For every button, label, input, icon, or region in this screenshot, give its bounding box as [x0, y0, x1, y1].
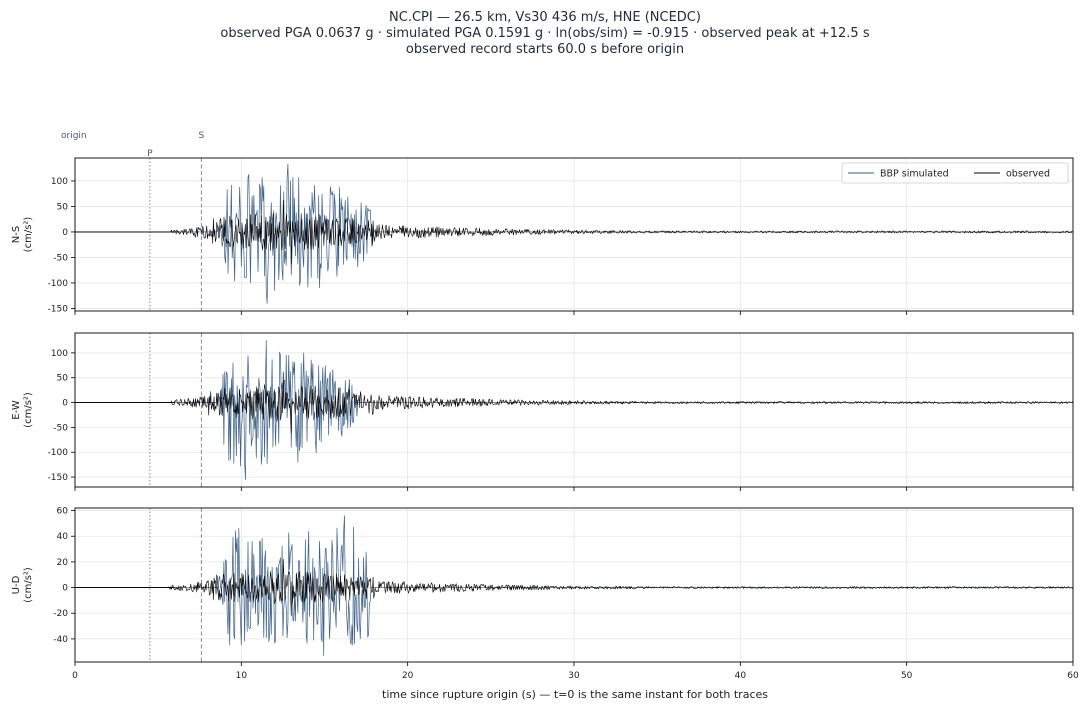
x-tick-label: 30	[568, 671, 580, 681]
y-tick-label: -40	[53, 635, 68, 645]
y-axis-label-component: N-S	[11, 226, 22, 243]
legend: BBP simulated observed	[841, 162, 1069, 184]
legend-label-1: observed	[1006, 169, 1050, 180]
y-tick-label: -20	[53, 609, 68, 619]
x-tick-label: 0	[72, 671, 78, 681]
x-tick-label: 60	[1067, 671, 1079, 681]
y-tick-label: -100	[48, 279, 69, 289]
panel-u-d: -40 -20 0 20 40 60 U-D (cm/s²)	[11, 507, 1074, 666]
y-axis-label-unit: (cm/s²)	[23, 217, 34, 253]
legend-box	[841, 162, 1069, 184]
y-tick-label: 60	[57, 507, 69, 517]
y-axis-label-unit: (cm/s²)	[23, 567, 34, 603]
y-tick-label: -50	[53, 423, 68, 433]
y-tick-label: 100	[51, 177, 68, 187]
y-axis-label-component: E-W	[11, 400, 22, 420]
y-tick-label: 50	[57, 202, 69, 212]
y-tick-label: 50	[57, 374, 69, 384]
phase-labels: origin P S	[61, 131, 205, 159]
marker-label-s: S	[199, 131, 205, 141]
y-tick-label: -150	[48, 473, 69, 483]
y-axis-label-component: U-D	[11, 575, 22, 594]
panel-e-w: -150 -100 -50 0 50 100 E-W (cm/s²)	[11, 332, 1074, 491]
y-tick-label: -50	[53, 253, 68, 263]
x-tick-label: 40	[735, 671, 747, 681]
y-tick-label: 0	[62, 228, 68, 238]
y-tick-label: -150	[48, 304, 69, 314]
x-axis-label: time since rupture origin (s) — t=0 is t…	[382, 688, 768, 701]
x-tick-label: 50	[901, 671, 913, 681]
x-tick-label: 20	[402, 671, 414, 681]
x-tick-label: 10	[236, 671, 248, 681]
marker-label-p: P	[147, 149, 153, 159]
title-line-2: observed PGA 0.0637 g · simulated PGA 0.…	[220, 26, 869, 41]
y-tick-label: 0	[62, 399, 68, 409]
title-line-3: observed record starts 60.0 s before ori…	[406, 42, 684, 57]
y-tick-label: 100	[51, 349, 68, 359]
series-observed-n-s	[75, 200, 1074, 264]
series-observed-e-w	[75, 371, 1074, 434]
series-observed-u-d	[75, 559, 1074, 617]
y-tick-label: -100	[48, 448, 69, 458]
y-axis-label-unit: (cm/s²)	[23, 392, 34, 428]
legend-label-0: BBP simulated	[880, 169, 949, 180]
y-tick-label: 0	[62, 584, 68, 594]
title-line-1: NC.CPI — 26.5 km, Vs30 436 m/s, HNE (NCE…	[389, 10, 701, 25]
y-tick-label: 40	[57, 532, 69, 542]
chart-title: NC.CPI — 26.5 km, Vs30 436 m/s, HNE (NCE…	[220, 10, 869, 57]
y-tick-label: 20	[57, 558, 69, 568]
marker-label-origin: origin	[61, 131, 87, 141]
